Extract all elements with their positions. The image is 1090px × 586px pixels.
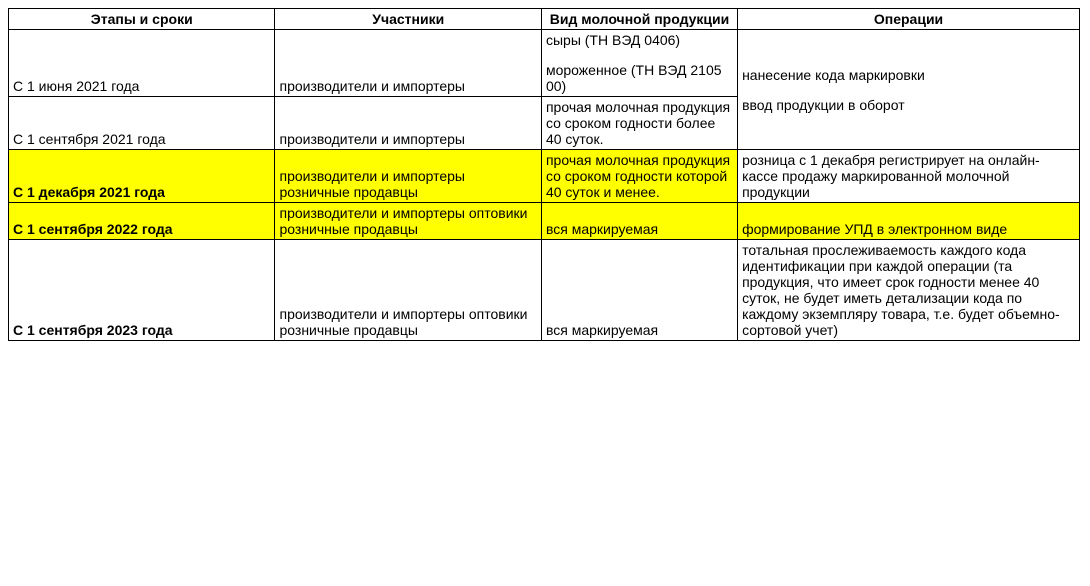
cell-ops: тотальная прослеживаемость каждого кода … <box>738 240 1080 341</box>
table-row: С 1 сентября 2023 года производители и и… <box>9 240 1080 341</box>
table-row: С 1 июня 2021 года производители и импор… <box>9 30 1080 97</box>
cell-ops: розница с 1 декабря регистрирует на онла… <box>738 150 1080 203</box>
cell-parties: производители и импортеры <box>275 97 541 150</box>
cell-stage: С 1 июня 2021 года <box>9 30 275 97</box>
cell-parties: производители и импортеры <box>275 30 541 97</box>
col-header-parties: Участники <box>275 9 541 30</box>
cell-product: вся маркируемая <box>541 240 737 341</box>
cell-ops: нанесение кода маркировки ввод продукции… <box>738 30 1080 150</box>
cell-stage: С 1 сентября 2022 года <box>9 203 275 240</box>
cell-parties: производители и импортеры оптовики розни… <box>275 240 541 341</box>
table-row: С 1 декабря 2021 года производители и им… <box>9 150 1080 203</box>
cell-parties: производители и импортеры оптовики розни… <box>275 203 541 240</box>
col-header-product: Вид молочной продукции <box>541 9 737 30</box>
cell-product: вся маркируемая <box>541 203 737 240</box>
ops-line: ввод продукции в оборот <box>742 97 1075 113</box>
table-row: С 1 сентября 2022 года производители и и… <box>9 203 1080 240</box>
cell-product: прочая молочная продукция со сроком годн… <box>541 97 737 150</box>
product-line: сыры (ТН ВЭД 0406) <box>546 32 733 48</box>
cell-stage: С 1 сентября 2023 года <box>9 240 275 341</box>
ops-line: нанесение кода маркировки <box>742 67 1075 83</box>
cell-product: прочая молочная продукция со сроком годн… <box>541 150 737 203</box>
product-line: мороженное (ТН ВЭД 2105 00) <box>546 62 733 94</box>
cell-ops: формирование УПД в электронном виде <box>738 203 1080 240</box>
cell-stage: С 1 декабря 2021 года <box>9 150 275 203</box>
col-header-ops: Операции <box>738 9 1080 30</box>
schedule-table: Этапы и сроки Участники Вид молочной про… <box>8 8 1080 341</box>
col-header-stage: Этапы и сроки <box>9 9 275 30</box>
cell-product: сыры (ТН ВЭД 0406) мороженное (ТН ВЭД 21… <box>541 30 737 97</box>
cell-stage: С 1 сентября 2021 года <box>9 97 275 150</box>
cell-parties: производители и импортеры розничные прод… <box>275 150 541 203</box>
table-header-row: Этапы и сроки Участники Вид молочной про… <box>9 9 1080 30</box>
